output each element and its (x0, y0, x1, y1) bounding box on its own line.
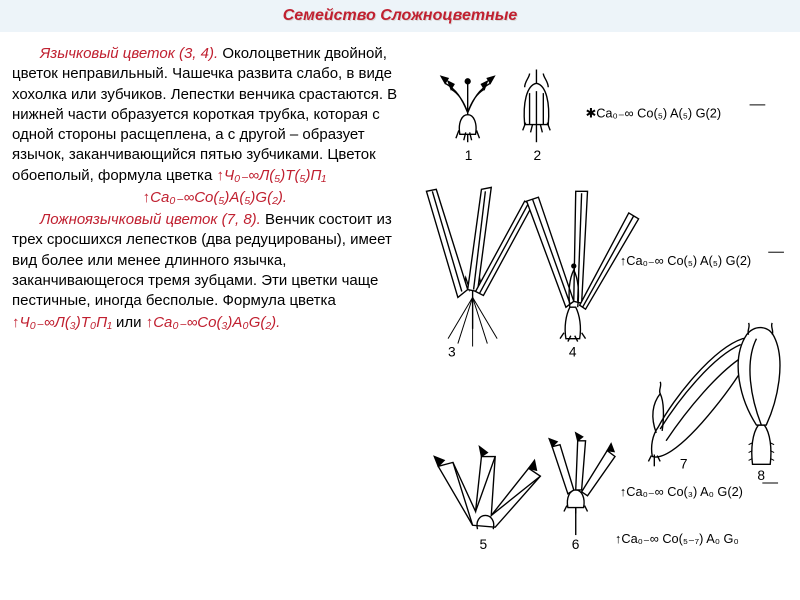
fig-label-5: 5 (479, 537, 487, 552)
p1-formula2-line: ↑Ca₀₋∞Co(₅)A(₅)G(₂). (12, 188, 418, 208)
flower-6 (549, 433, 615, 535)
p1-label: Язычковый цветок (3, 4). (40, 45, 218, 62)
text-column: Язычковый цветок (3, 4). Околоцветник дв… (12, 44, 418, 594)
header-bar: Семейство Сложноцветные (0, 0, 800, 32)
flower-5 (434, 447, 540, 530)
content-area: Язычковый цветок (3, 4). Околоцветник дв… (0, 32, 800, 600)
fig-label-8: 8 (757, 468, 765, 483)
paragraph-1: Язычковый цветок (3, 4). Околоцветник дв… (12, 44, 418, 186)
fig-label-7: 7 (679, 456, 687, 471)
flower-3 (426, 187, 532, 346)
figure-formula-row1: ✱Ca₀₋∞ Co(₅) A(₅) G(2) (585, 106, 721, 121)
page-title: Семейство Сложноцветные (283, 7, 518, 25)
botanical-figure: 1 2 ✱Ca₀₋∞ Co(₅) A(₅) G(2) (418, 44, 792, 594)
p1-formula1: ↑Ч₀₋∞Л(₅)Т(₅)П₁ (216, 167, 326, 184)
fig-label-6: 6 (571, 537, 579, 552)
fig-label-1: 1 (464, 148, 472, 163)
paragraph-2: Ложноязычковый цветок (7, 8). Венчик сос… (12, 210, 418, 311)
figure-formula-row3: ↑Ca₀₋∞ Co(₃) A₀ G(2) (620, 484, 743, 499)
p2-label: Ложноязычковый цветок (7, 8). (40, 211, 261, 228)
fig-label-3: 3 (448, 344, 456, 359)
fig-label-4: 4 (568, 344, 576, 359)
p2-formula-line: ↑Ч₀₋∞Л(₃)Т₀П₁ или ↑Ca₀₋∞Co(₃)A₀G(₂). (12, 313, 418, 333)
flower-2 (522, 70, 550, 143)
p2-or: или (116, 314, 146, 331)
figure-column: 1 2 ✱Ca₀₋∞ Co(₅) A(₅) G(2) (418, 44, 792, 594)
flower-1 (441, 76, 494, 142)
p2-formula1: ↑Ч₀₋∞Л(₃)Т₀П₁ (12, 314, 116, 331)
figure-formula-row2: ↑Ca₀₋∞ Co(₅) A(₅) G(2) (620, 253, 751, 268)
figure-formula-row4: ↑Ca₀₋∞ Co(₅₋₇) A₀ G₀ (615, 531, 739, 546)
p1-formula2: ↑Ca₀₋∞Co(₅)A(₅)G(₂). (143, 189, 287, 206)
p1-body: Околоцветник двойной, цветок неправильны… (12, 45, 397, 184)
p2-formula2: ↑Ca₀₋∞Co(₃)A₀G(₂). (146, 314, 281, 331)
fig-label-2: 2 (533, 148, 541, 163)
flower-8 (738, 323, 780, 464)
